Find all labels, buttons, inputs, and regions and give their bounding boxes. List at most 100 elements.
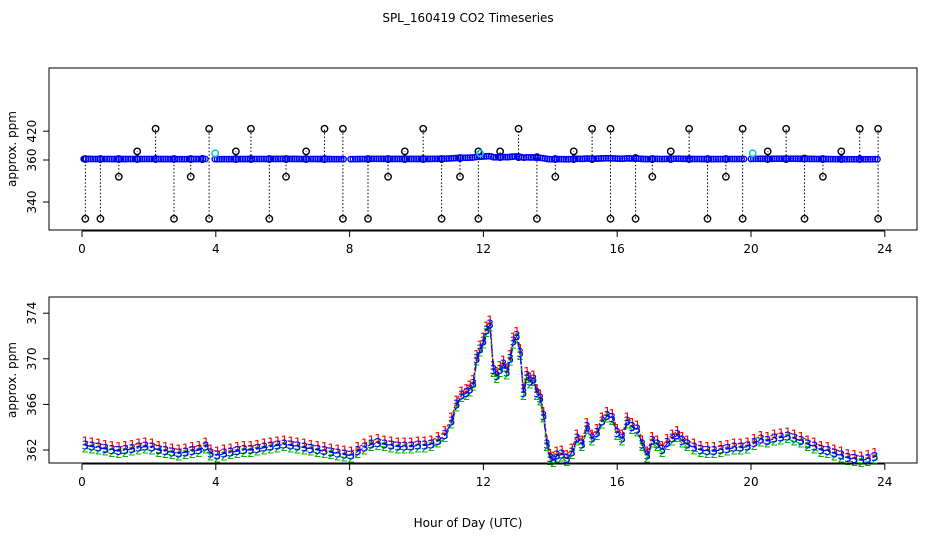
- top-data-point: [106, 155, 113, 163]
- top-spike-low-point: [456, 172, 464, 181]
- top-data-point: [677, 155, 685, 163]
- bottom-series-marker-1: 1: [294, 436, 302, 450]
- top-data-point: [354, 155, 362, 163]
- bottom-series-marker-3: 3: [664, 436, 672, 450]
- bottom-series-marker-3: 3: [613, 426, 621, 440]
- bottom-series-marker-2: 2: [649, 437, 657, 451]
- top-data-point: [276, 155, 284, 163]
- bottom-series-marker-2: 2: [583, 423, 591, 437]
- top-plot-frame: [48, 67, 918, 231]
- top-data-point: [822, 155, 830, 163]
- bottom-series-marker-1: 1: [603, 405, 611, 419]
- top-data-point: [80, 155, 88, 163]
- bottom-series-marker-2: 2: [421, 441, 429, 455]
- bottom-series-marker-3: 3: [540, 409, 548, 423]
- top-data-point: [574, 155, 582, 163]
- bottom-series-marker-2: 2: [730, 444, 738, 458]
- bottom-series-marker-2: 2: [744, 442, 752, 456]
- bottom-series-marker-3: 3: [234, 444, 242, 458]
- top-data-point: [401, 155, 408, 163]
- top-data-point: [164, 155, 172, 163]
- top-data-point: [492, 153, 500, 161]
- top-data-point: [859, 155, 867, 163]
- bottom-series-marker-3: 3: [354, 444, 362, 458]
- bottom-series-marker-2: 2: [122, 446, 130, 460]
- top-data-point: [403, 155, 411, 163]
- bottom-series-marker-1: 1: [804, 433, 812, 447]
- bottom-series-marker-2: 2: [480, 338, 488, 352]
- bottom-series-marker-3: 3: [764, 434, 772, 448]
- top-data-point: [838, 155, 846, 163]
- bottom-series-line-3: [85, 322, 875, 462]
- bottom-series-marker-2: 2: [791, 434, 799, 448]
- bottom-series-marker-1: 1: [638, 433, 646, 447]
- bottom-series-marker-3: 3: [401, 440, 409, 454]
- top-data-point: [370, 155, 378, 163]
- top-data-point: [237, 155, 244, 163]
- bottom-series-marker-1: 1: [240, 439, 248, 453]
- bottom-series-marker-3: 3: [578, 437, 586, 451]
- top-data-point: [660, 155, 668, 163]
- top-data-point: [438, 155, 446, 163]
- top-data-point: [763, 155, 771, 163]
- bottom-series-marker-1: 1: [354, 440, 362, 454]
- top-spike-high-point: [738, 124, 747, 133]
- top-data-point: [567, 155, 575, 163]
- top-spike-high-point: [685, 124, 694, 133]
- top-data-point: [756, 155, 764, 163]
- top-spike-high-point: [666, 147, 675, 156]
- bottom-series-marker-3: 3: [744, 440, 752, 454]
- bottom-series-marker-3: 3: [831, 446, 839, 460]
- top-data-point: [424, 155, 432, 163]
- top-data-point: [457, 154, 465, 162]
- bottom-series-marker-3: 3: [797, 434, 805, 448]
- top-data-point: [244, 155, 251, 163]
- top-data-point: [279, 155, 287, 163]
- top-data-point: [349, 155, 357, 163]
- bottom-series-marker-3: 3: [724, 442, 732, 456]
- top-data-point: [593, 155, 600, 163]
- top-data-point: [684, 155, 692, 163]
- top-data-point: [752, 155, 760, 163]
- bottom-series-marker-2: 2: [374, 439, 382, 453]
- top-data-point: [171, 155, 179, 163]
- bottom-series-marker-1: 1: [458, 384, 466, 398]
- bottom-series-marker-1: 1: [536, 388, 544, 402]
- bottom-series-marker-3: 3: [294, 440, 302, 454]
- bottom-x-tick-label: 16: [610, 475, 625, 489]
- bottom-series-marker-2: 2: [354, 447, 362, 461]
- top-panel: 0 4 8 12 16 20 24 340 360 420 approx. ppm: [5, 67, 918, 256]
- bottom-series-marker-3: 3: [490, 363, 498, 377]
- bottom-series-marker-3: 3: [583, 420, 591, 434]
- top-data-point: [703, 155, 710, 163]
- bottom-series-marker-1: 1: [301, 437, 309, 451]
- bottom-series-marker-3: 3: [844, 451, 852, 465]
- bottom-series-marker-3: 3: [563, 452, 571, 466]
- top-data-point: [778, 155, 785, 163]
- bottom-series-marker-3: 3: [287, 438, 295, 452]
- bottom-series-marker-1: 1: [341, 444, 349, 458]
- top-data-point: [621, 155, 628, 162]
- top-data-point: [789, 155, 797, 163]
- bottom-series-marker-3: 3: [307, 442, 315, 456]
- bottom-series-marker-1: 1: [618, 428, 626, 442]
- top-data-point: [644, 155, 652, 163]
- top-data-point: [312, 155, 319, 163]
- bottom-series-marker-2: 2: [148, 444, 156, 458]
- top-data-point: [834, 155, 842, 163]
- bottom-series-marker-3: 3: [771, 432, 779, 446]
- bottom-series-marker-3: 3: [361, 441, 369, 455]
- top-flagged-point: [748, 149, 757, 158]
- top-spike-high-point: [782, 124, 791, 133]
- top-data-point: [335, 155, 343, 163]
- top-data-point: [780, 155, 788, 163]
- bottom-series-marker-1: 1: [254, 438, 262, 452]
- bottom-series-marker-1: 1: [227, 441, 235, 455]
- top-spike-low-point: [722, 172, 730, 181]
- top-data-point: [689, 155, 696, 163]
- bottom-series-marker-2: 2: [638, 440, 646, 454]
- top-data-point: [483, 152, 490, 160]
- bottom-series-marker-3: 3: [453, 397, 461, 411]
- bottom-series-marker-3: 3: [175, 446, 183, 460]
- top-data-point: [653, 155, 661, 163]
